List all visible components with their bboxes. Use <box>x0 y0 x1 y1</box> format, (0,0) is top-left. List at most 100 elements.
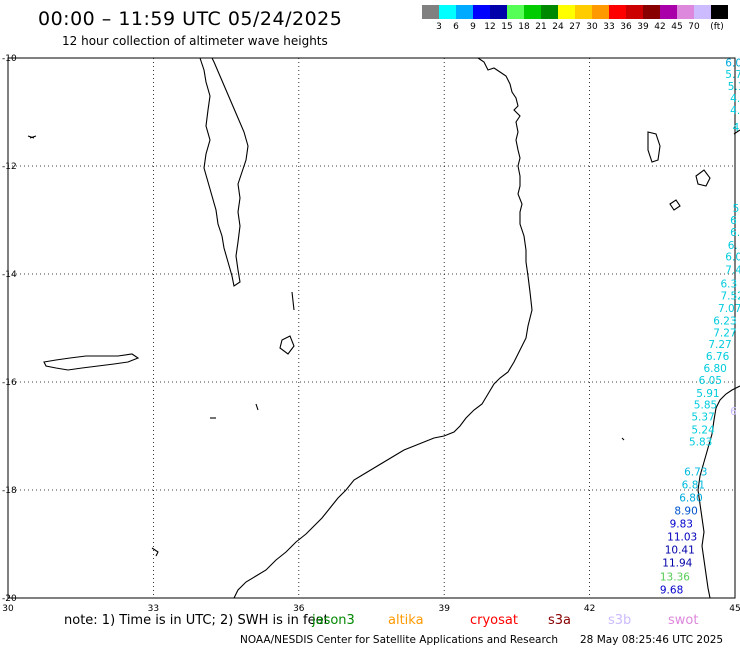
wave-height-reading: 6.0 <box>725 252 740 264</box>
wave-height-reading: 6.73 <box>684 467 707 479</box>
color-scale-labels: 3 6 9 12 15 18 21 24 27 30 33 36 39 42 45 70 (ft) <box>422 22 740 34</box>
footer-note: note: 1) Time is in UTC; 2) SWH is in fe… <box>64 613 329 628</box>
wave-height-reading: 9.83 <box>670 518 693 530</box>
map-gridlines <box>8 58 735 598</box>
color-swatch <box>711 5 728 19</box>
latitude-tick-label: -14 <box>2 270 17 280</box>
color-swatch <box>422 5 439 19</box>
inland-lake-outline <box>43 353 140 371</box>
wave-height-reading: 5.7 <box>725 69 740 81</box>
small-lake-outline <box>279 335 295 355</box>
mayotte-island <box>733 129 740 135</box>
color-scale-label: 45 <box>671 22 683 32</box>
satellite-legend-item: swot <box>668 613 699 628</box>
wave-height-reading: 5.91 <box>696 388 719 400</box>
coastlines <box>27 57 740 599</box>
color-swatch <box>524 5 541 19</box>
wave-height-reading: 4. <box>730 105 740 117</box>
wave-height-reading: 6.0 <box>725 57 740 69</box>
wave-height-reading: 7.4 <box>725 265 740 277</box>
color-swatch <box>592 5 609 19</box>
satellite-legend-item: s3b <box>608 613 632 628</box>
wave-height-reading: 6. <box>730 227 740 239</box>
map-title: 00:00 – 11:59 UTC 05/24/2025 <box>38 8 343 30</box>
wave-height-reading: 6 <box>730 406 737 418</box>
latitude-tick-label: -10 <box>2 54 17 64</box>
wave-height-reading: 7.52 <box>720 291 740 303</box>
latitude-tick-label: -20 <box>2 594 17 604</box>
longitude-tick-label: 36 <box>293 604 305 614</box>
latitude-tick-label: -16 <box>2 378 17 388</box>
small-islet-west <box>27 135 37 139</box>
wave-height-reading: 9.68 <box>660 584 683 596</box>
wave-height-reading: 6. <box>728 240 738 252</box>
color-swatch <box>507 5 524 19</box>
color-swatch <box>575 5 592 19</box>
color-swatch <box>473 5 490 19</box>
longitude-tick-label: 33 <box>148 604 159 614</box>
color-scale-label: 70 <box>688 22 700 32</box>
wave-height-reading: 4. <box>730 93 740 105</box>
wave-height-reading: 5.24 <box>691 425 715 437</box>
color-swatch <box>490 5 507 19</box>
satellite-legend-item: s3a <box>548 613 572 628</box>
longitude-tick-label: 42 <box>584 604 595 614</box>
wave-height-readings: 6.05.75.14.4.4566.6.6.07.46.37.527.076.2… <box>660 57 740 596</box>
comoros-island-moheli <box>669 199 681 211</box>
small-islet-interior-c <box>291 291 295 311</box>
color-scale-label: 12 <box>484 22 496 32</box>
color-swatch <box>677 5 694 19</box>
color-swatch <box>558 5 575 19</box>
wave-height-reading: 5.1 <box>728 81 740 93</box>
footer-generated-time: 28 May 08:25:46 UTC 2025 <box>580 634 724 646</box>
wave-height-reading: 7.27 <box>713 327 736 339</box>
wave-height-reading: 10.41 <box>665 544 695 556</box>
satellite-legend-item: altika <box>388 613 424 628</box>
footer-credit: NOAA/NESDIS Center for Satellite Applica… <box>240 634 558 646</box>
color-scale-label: 30 <box>586 22 598 32</box>
color-swatch <box>541 5 558 19</box>
small-islet-east <box>621 437 625 441</box>
comoros-island-anjouan <box>695 169 711 187</box>
wave-height-reading: 4 <box>733 122 740 134</box>
wave-height-reading: 7.07 <box>718 303 740 315</box>
wave-height-reading: 6.3 <box>720 279 737 291</box>
africa-east-coastline <box>233 57 533 599</box>
wave-height-reading: 13.36 <box>660 571 690 583</box>
latitude-tick-label: -18 <box>2 486 17 496</box>
color-swatch <box>694 5 711 19</box>
color-swatch <box>626 5 643 19</box>
small-islet-interior-a <box>255 403 259 411</box>
longitude-tick-label: 45 <box>729 604 740 614</box>
color-scale-label: 36 <box>620 22 632 32</box>
color-scale-label: 42 <box>654 22 666 32</box>
satellite-legend-item: cryosat <box>470 613 518 628</box>
map-subtitle: 12 hour collection of altimeter wave hei… <box>62 34 328 48</box>
wave-height-reading: 6.80 <box>703 363 726 375</box>
wave-height-reading: 5.83 <box>689 436 712 448</box>
wave-height-reading: 6.80 <box>679 493 702 505</box>
wave-height-reading: 6.81 <box>682 480 705 492</box>
color-scale-label: 21 <box>535 22 547 32</box>
color-scale-label: 9 <box>470 22 476 32</box>
color-swatch <box>643 5 660 19</box>
color-swatch <box>439 5 456 19</box>
wave-height-reading: 11.03 <box>667 531 697 543</box>
color-swatch <box>609 5 626 19</box>
satellite-legend-item: jason3 <box>312 613 355 628</box>
longitude-tick-label: 30 <box>2 604 14 614</box>
wave-height-reading: 5.85 <box>694 400 717 412</box>
color-scale-label: 15 <box>501 22 513 32</box>
comoros-island-grande <box>647 131 661 163</box>
lake-malawi-outline <box>199 57 249 287</box>
wave-height-reading: 6.76 <box>706 351 730 363</box>
wave-height-reading: 6 <box>730 215 737 227</box>
color-scale-label: (ft) <box>710 22 724 32</box>
longitude-tick-label: 39 <box>438 604 450 614</box>
madagascar-coastline <box>697 385 740 599</box>
wave-height-reading: 7.27 <box>708 339 731 351</box>
color-scale-label: 3 <box>436 22 442 32</box>
color-scale-label: 27 <box>569 22 581 32</box>
wave-height-reading: 6.05 <box>699 375 722 387</box>
